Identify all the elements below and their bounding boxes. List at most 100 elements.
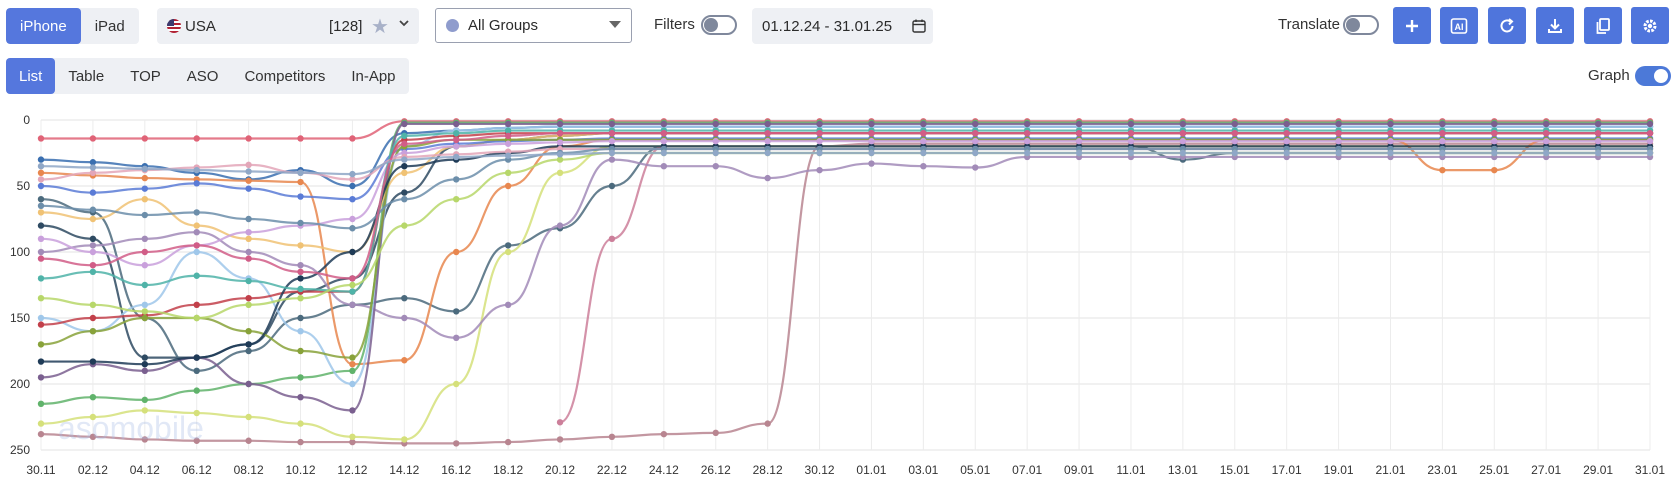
series-point-11[interactable] <box>504 120 512 128</box>
series-point-6[interactable] <box>141 407 149 414</box>
series-point-10[interactable] <box>37 314 45 322</box>
series-point-12[interactable] <box>89 215 97 223</box>
series-point-8[interactable] <box>89 394 97 401</box>
series-point-5[interactable] <box>608 433 616 440</box>
series-point-19[interactable] <box>37 176 45 183</box>
series-point-18[interactable] <box>37 275 45 282</box>
series-point-11[interactable] <box>349 407 356 414</box>
series-point-15[interactable] <box>37 341 45 348</box>
series-line-3[interactable] <box>40 145 1650 372</box>
series-point-11[interactable] <box>972 120 979 128</box>
series-point-1[interactable] <box>37 156 45 163</box>
series-line-17[interactable] <box>40 140 1650 267</box>
series-point-9[interactable] <box>401 314 408 322</box>
series-point-23[interactable] <box>1387 149 1394 157</box>
series-point-22[interactable] <box>297 268 304 275</box>
series-point-20[interactable] <box>89 206 97 213</box>
filters-toggle[interactable] <box>701 15 737 35</box>
series-point-3[interactable] <box>193 367 200 374</box>
tab-in-app[interactable]: In-App <box>351 67 396 85</box>
series-point-14[interactable] <box>89 314 97 322</box>
series-line-20[interactable] <box>40 147 1650 230</box>
series-point-15[interactable] <box>245 328 252 335</box>
series-point-6[interactable] <box>297 420 304 427</box>
series-point-0[interactable] <box>193 135 200 142</box>
series-point-17[interactable] <box>608 137 616 145</box>
series-point-17[interactable] <box>1179 137 1187 145</box>
series-point-22[interactable] <box>141 248 149 256</box>
series-point-5[interactable] <box>141 436 149 443</box>
series-point-22[interactable] <box>504 132 512 140</box>
series-point-2[interactable] <box>141 354 149 361</box>
series-line-23[interactable] <box>40 151 1650 176</box>
position-chart[interactable]: 0 50 100 150 200 250 30.11 02.12 04.12 06.12 08.1… <box>0 104 1680 488</box>
series-point-11[interactable] <box>1023 120 1031 128</box>
series-point-21[interactable] <box>556 156 564 163</box>
series-point-6[interactable] <box>89 413 97 421</box>
series-point-16[interactable] <box>349 248 356 256</box>
series-point-21[interactable] <box>401 222 408 229</box>
series-point-23[interactable] <box>972 149 979 157</box>
series-point-17[interactable] <box>1283 137 1290 145</box>
series-point-11[interactable] <box>297 394 304 401</box>
series-point-5[interactable] <box>89 433 97 440</box>
series-point-19[interactable] <box>245 161 252 169</box>
series-point-22[interactable] <box>1075 130 1083 137</box>
series-point-7[interactable] <box>453 248 460 256</box>
series-point-10[interactable] <box>141 301 149 308</box>
series-point-11[interactable] <box>868 120 875 128</box>
series-point-16[interactable] <box>37 358 45 365</box>
groups-select[interactable]: All Groups <box>435 8 632 43</box>
series-point-6[interactable] <box>349 433 356 440</box>
series-point-9[interactable] <box>920 163 927 170</box>
series-point-5[interactable] <box>245 437 252 444</box>
series-point-22[interactable] <box>972 130 979 137</box>
series-point-15[interactable] <box>141 314 149 322</box>
series-point-20[interactable] <box>141 211 149 219</box>
series-point-7[interactable] <box>245 177 252 184</box>
series-point-23[interactable] <box>1335 149 1342 157</box>
series-point-7[interactable] <box>1439 166 1446 174</box>
series-point-23[interactable] <box>1594 149 1602 157</box>
series-point-20[interactable] <box>37 202 45 209</box>
series-point-6[interactable] <box>37 420 45 427</box>
series-point-6[interactable] <box>556 169 564 176</box>
series-point-22[interactable] <box>1023 130 1031 137</box>
series-point-9[interactable] <box>453 334 460 341</box>
series-point-13[interactable] <box>141 185 149 192</box>
series-point-13[interactable] <box>349 196 356 203</box>
series-point-9[interactable] <box>868 160 875 167</box>
series-point-17[interactable] <box>245 229 252 236</box>
series-point-11[interactable] <box>920 120 927 128</box>
series-line-0[interactable] <box>40 120 1650 140</box>
series-point-13[interactable] <box>193 180 200 187</box>
series-point-11[interactable] <box>1179 120 1187 128</box>
series-point-23[interactable] <box>1023 149 1031 157</box>
series-point-22[interactable] <box>712 130 719 137</box>
series-point-16[interactable] <box>89 358 97 365</box>
series-point-11[interactable] <box>453 120 460 128</box>
series-point-7[interactable] <box>1491 166 1498 174</box>
series-point-23[interactable] <box>1075 149 1083 157</box>
series-point-7[interactable] <box>297 178 304 186</box>
series-point-13[interactable] <box>89 189 97 196</box>
series-point-11[interactable] <box>1283 120 1290 128</box>
series-point-5[interactable] <box>193 437 200 444</box>
series-point-5[interactable] <box>660 430 668 438</box>
series-point-7[interactable] <box>401 357 408 364</box>
series-point-20[interactable] <box>193 209 200 216</box>
series-point-11[interactable] <box>1335 120 1342 128</box>
series-point-23[interactable] <box>401 156 408 163</box>
series-point-21[interactable] <box>89 301 97 308</box>
device-tab-ipad[interactable]: iPad <box>94 17 125 35</box>
series-point-0[interactable] <box>245 135 252 142</box>
series-point-22[interactable] <box>245 255 252 262</box>
series-point-11[interactable] <box>1127 120 1135 128</box>
series-point-21[interactable] <box>37 295 45 302</box>
series-point-7[interactable] <box>504 182 512 190</box>
series-point-22[interactable] <box>1439 130 1446 137</box>
series-point-17[interactable] <box>504 140 512 147</box>
series-point-17[interactable] <box>37 235 45 242</box>
series-point-23[interactable] <box>920 149 927 157</box>
series-point-9[interactable] <box>660 163 668 170</box>
